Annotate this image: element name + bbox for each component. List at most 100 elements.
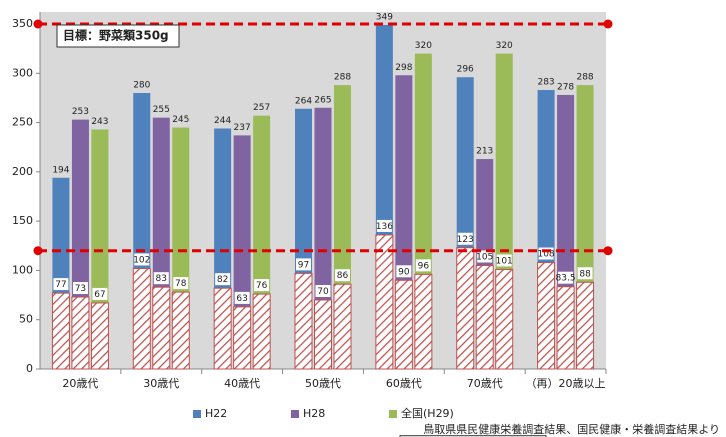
inner-value-label: 108 xyxy=(537,250,554,260)
x-tick-label: 20歳代 xyxy=(62,377,98,390)
inner-label-box xyxy=(92,287,108,300)
inner-value-label: 96 xyxy=(418,261,430,271)
inner-label-box xyxy=(457,232,473,245)
x-tick-label: 40歳代 xyxy=(224,377,260,390)
x-tick-label: 30歳代 xyxy=(143,377,179,390)
inner-value-label: 73 xyxy=(75,284,86,294)
value-label: 296 xyxy=(457,65,474,75)
hatched-bar xyxy=(294,272,313,370)
inner-label-box xyxy=(415,259,431,272)
x-tick-label: （再）20歳以上 xyxy=(526,377,606,390)
y-tick-label: 200 xyxy=(12,165,33,178)
inner-label-box xyxy=(577,267,593,280)
legend-swatch xyxy=(291,410,299,418)
value-label: 320 xyxy=(496,41,513,51)
inner-value-label: 102 xyxy=(133,255,150,265)
inner-label-box xyxy=(496,254,512,267)
legend-label: H22 xyxy=(205,407,227,420)
value-label: 280 xyxy=(133,81,150,91)
inner-label-box xyxy=(477,250,493,263)
hatched-bar xyxy=(314,299,332,370)
hatched-bar xyxy=(333,283,352,370)
inner-value-label: 78 xyxy=(175,279,187,289)
inner-label-box xyxy=(215,273,231,286)
inner-value-label: 76 xyxy=(256,281,268,291)
inner-value-label: 77 xyxy=(55,280,66,290)
inner-value-label: 70 xyxy=(317,287,329,297)
inner-label-box xyxy=(315,285,331,297)
value-label: 237 xyxy=(234,123,251,133)
hatched-bar xyxy=(171,291,190,370)
target-dot xyxy=(603,246,613,256)
hatched-bar xyxy=(51,292,70,370)
inner-value-label: 83.5 xyxy=(556,274,576,284)
value-label: 278 xyxy=(557,82,574,92)
value-label: 213 xyxy=(476,147,493,157)
hatched-bar xyxy=(495,268,514,370)
hatched-bar xyxy=(71,296,90,370)
inner-value-label: 86 xyxy=(337,271,349,281)
y-tick-label: 100 xyxy=(12,263,33,276)
inner-value-label: 82 xyxy=(217,275,228,285)
y-tick-label: 50 xyxy=(19,313,33,326)
hatched-bar xyxy=(475,265,494,370)
target-dot xyxy=(603,19,613,29)
inner-label-box xyxy=(134,253,150,266)
inner-value-label: 83 xyxy=(156,274,167,284)
value-label: 244 xyxy=(214,116,231,126)
hatched-bar xyxy=(394,279,413,370)
inner-label-box xyxy=(558,271,574,284)
value-label: 320 xyxy=(415,41,432,51)
hatched-bar xyxy=(456,247,475,370)
value-label: 255 xyxy=(153,105,170,115)
hatched-bar xyxy=(252,293,271,370)
inner-label-box xyxy=(173,277,189,290)
y-tick-label: 300 xyxy=(12,66,33,79)
value-label: 349 xyxy=(376,12,393,22)
hatched-bar xyxy=(213,287,232,370)
value-label: 243 xyxy=(91,117,108,127)
inner-label-box xyxy=(53,278,69,291)
inner-value-label: 105 xyxy=(476,253,493,263)
legend-swatch xyxy=(389,410,397,418)
source-note: 鳥取県県民健康栄養調査結果、国民健康・栄養調査結果より xyxy=(423,422,720,436)
hatched-bar xyxy=(90,302,109,370)
inner-label-box xyxy=(538,247,554,260)
hatched-bar xyxy=(375,234,394,370)
value-label: 288 xyxy=(576,73,593,83)
inner-value-label: 90 xyxy=(398,267,410,277)
value-label: 283 xyxy=(537,78,554,88)
value-label: 257 xyxy=(253,103,270,113)
x-tick-label: 60歳代 xyxy=(386,377,422,390)
inner-label-box xyxy=(296,258,311,271)
target-dot xyxy=(33,19,43,29)
x-tick-label: 70歳代 xyxy=(467,377,503,390)
inner-value-label: 88 xyxy=(579,269,591,279)
target-label-box xyxy=(56,24,180,48)
inner-label-box xyxy=(396,265,412,278)
x-tick-label: 50歳代 xyxy=(305,377,341,390)
hatched-bar xyxy=(132,267,151,370)
hatched-bar xyxy=(556,286,575,370)
target-label-box xyxy=(399,435,547,437)
target-label: 目標：野菜類350g xyxy=(63,28,169,43)
inner-label-box xyxy=(72,282,88,295)
inner-value-label: 67 xyxy=(94,290,105,300)
hatched-bar xyxy=(233,306,252,370)
y-tick-label: 350 xyxy=(12,17,33,30)
legend-label: H28 xyxy=(303,407,325,420)
value-label: 298 xyxy=(395,63,412,73)
hatched-bar xyxy=(414,273,433,370)
target-dot xyxy=(33,246,43,256)
inner-label-box xyxy=(254,279,270,292)
hatched-bar xyxy=(152,286,171,370)
inner-label-box xyxy=(335,269,350,282)
hatched-bar xyxy=(537,262,556,370)
hatched-bar xyxy=(576,281,595,370)
legend-label: 全国(H29) xyxy=(401,406,454,420)
value-label: 194 xyxy=(52,165,69,175)
inner-label-box xyxy=(234,291,250,304)
value-label: 264 xyxy=(295,96,312,106)
inner-value-label: 123 xyxy=(457,235,474,245)
